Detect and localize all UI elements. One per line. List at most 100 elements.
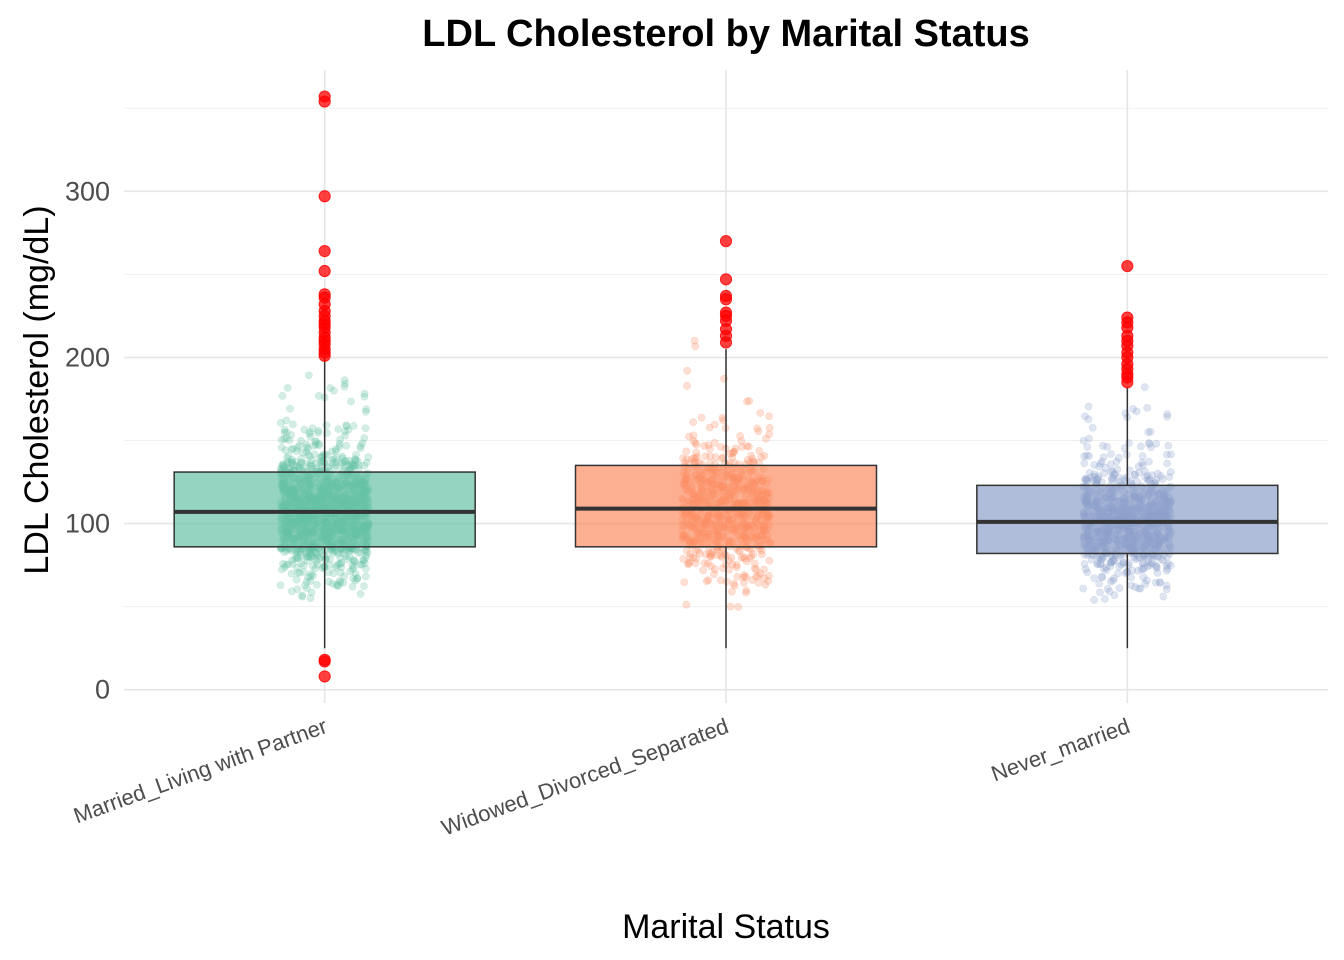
jitter-point <box>1162 566 1171 575</box>
jitter-point <box>705 423 714 432</box>
jitter-point <box>683 381 691 390</box>
jitter-point <box>682 546 691 555</box>
jitter-point <box>318 463 326 471</box>
jitter-point <box>312 557 321 565</box>
jitter-point <box>682 447 691 456</box>
jitter-point <box>1083 476 1091 485</box>
jitter-point <box>1096 559 1105 568</box>
jitter-point <box>278 391 287 400</box>
jitter-point <box>349 462 358 470</box>
jitter-point <box>1163 412 1171 421</box>
jitter-point <box>747 451 755 460</box>
jitter-point <box>1090 574 1099 583</box>
jitter-point <box>1138 461 1147 470</box>
jitter-point <box>1131 555 1140 564</box>
jitter-point <box>1084 476 1092 485</box>
jitter-point <box>704 441 713 449</box>
jitter-point <box>685 558 694 567</box>
jitter-point <box>292 546 301 555</box>
jitter-point <box>278 460 287 469</box>
jitter-point <box>1082 474 1090 483</box>
jitter-point <box>311 564 320 573</box>
jitter-point <box>349 574 358 583</box>
jitter-point <box>325 561 334 569</box>
jitter-point <box>351 456 360 465</box>
jitter-point <box>288 560 297 568</box>
jitter-point <box>333 581 342 589</box>
jitter-point <box>341 457 350 466</box>
jitter-point <box>1143 471 1152 480</box>
jitter-point <box>329 569 338 578</box>
jitter-point <box>1152 562 1161 571</box>
jitter-point <box>342 422 351 431</box>
jitter-point <box>311 440 320 449</box>
jitter-point <box>1095 462 1104 471</box>
jitter-point <box>292 447 301 456</box>
jitter-point <box>313 549 321 558</box>
jitter-point <box>1135 468 1144 477</box>
jitter-point <box>314 554 323 563</box>
jitter-point <box>343 555 352 563</box>
jitter-point <box>1135 584 1143 593</box>
jitter-point <box>279 463 288 472</box>
outlier-point <box>318 670 331 683</box>
jitter-point <box>692 448 701 457</box>
jitter-point <box>757 453 766 462</box>
jitter-point <box>336 568 345 577</box>
jitter-point <box>342 460 351 469</box>
jitter-point <box>689 418 698 426</box>
jitter-point <box>282 434 291 443</box>
jitter-point <box>742 557 751 566</box>
jitter-point <box>326 555 334 564</box>
jitter-point <box>298 592 306 601</box>
jitter-point <box>1103 442 1111 451</box>
jitter-point <box>293 554 302 563</box>
jitter-point <box>711 565 719 574</box>
jitter-point <box>738 442 746 451</box>
jitter-point <box>315 441 323 450</box>
jitter-point <box>302 460 310 468</box>
jitter-point <box>1101 463 1110 472</box>
jitter-point <box>1090 461 1099 469</box>
jitter-point <box>710 438 719 447</box>
jitter-point <box>1098 573 1107 582</box>
jitter-point <box>338 454 347 463</box>
jitter-point <box>285 436 294 445</box>
jitter-point <box>1096 560 1105 569</box>
jitter-point <box>732 561 741 569</box>
jitter-point <box>360 434 369 442</box>
jitter-point <box>1156 578 1164 587</box>
jitter-point <box>302 447 311 456</box>
jitter-point <box>1132 407 1141 416</box>
jitter-point <box>1109 576 1117 585</box>
jitter-point <box>356 444 365 452</box>
jitter-point <box>292 553 301 561</box>
jitter-point <box>312 437 321 446</box>
outlier-point <box>318 653 331 666</box>
jitter-point <box>717 551 725 560</box>
jitter-point <box>1114 473 1123 482</box>
jitter-point <box>295 461 304 470</box>
jitter-point <box>753 424 761 433</box>
outlier-point <box>719 289 733 303</box>
jitter-point <box>1099 554 1107 563</box>
jitter-point <box>336 559 345 568</box>
jitter-point <box>687 455 696 463</box>
jitter-point <box>1135 553 1144 562</box>
jitter-point <box>748 576 757 584</box>
jitter-point <box>726 602 735 611</box>
jitter-point <box>277 435 286 444</box>
jitter-point <box>277 565 286 574</box>
jitter-point <box>292 548 300 556</box>
jitter-point <box>730 447 739 456</box>
jitter-point <box>313 560 322 569</box>
x-tick-label: Never_married <box>988 713 1133 786</box>
jitter-point <box>1079 584 1088 593</box>
jitter-point <box>719 416 728 425</box>
jitter-point <box>718 454 726 463</box>
jitter-point <box>679 454 687 463</box>
jitter-point <box>357 560 366 569</box>
jitter-point <box>691 342 700 351</box>
jitter-point <box>304 451 313 459</box>
jitter-point <box>761 580 770 589</box>
